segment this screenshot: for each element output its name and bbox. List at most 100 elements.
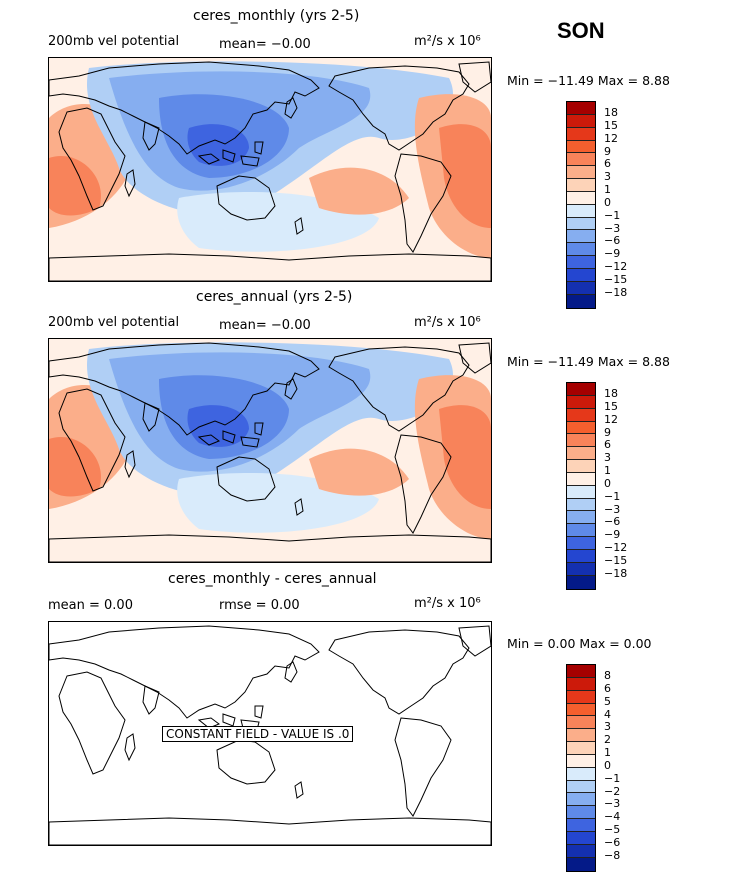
panel-3-colorbar (566, 664, 596, 872)
colorbar-tick-label: −15 (604, 272, 628, 286)
colorbar-tick-label: −2 (604, 784, 621, 798)
colorbar-tick-label: 3 (604, 451, 611, 465)
colorbar-swatch (567, 191, 595, 205)
colorbar-swatch (567, 383, 595, 396)
colorbar-swatch (567, 819, 595, 832)
colorbar-swatch (567, 421, 595, 435)
colorbar-tick-label: 0 (604, 476, 611, 490)
colorbar-tick-label: 3 (604, 720, 611, 734)
colorbar-tick-label: 15 (604, 399, 618, 413)
colorbar-swatch (567, 806, 595, 820)
colorbar-tick-label: 18 (604, 387, 618, 400)
colorbar-tick-label: 15 (604, 118, 618, 132)
colorbar-tick-label: −6 (604, 515, 621, 529)
colorbar-swatch (567, 703, 595, 717)
colorbar-tick-label: −8 (604, 848, 621, 862)
colorbar-swatch (567, 460, 595, 473)
panel-3-units: m²/s x 10⁶ (414, 596, 481, 611)
colorbar-swatch (567, 729, 595, 743)
colorbar-tick-label: 9 (604, 425, 611, 439)
panel-3-colorbar-ticks: 8 6 5 4 3 2 1 0 −1 −2 −3 −4 −5 −6 −8 (604, 669, 621, 863)
colorbar-swatch (567, 742, 595, 755)
panel-1-colorbar-ticks: 18 15 12 9 6 3 1 0 −1 −3 −6 −9 −12 −15 −18 (604, 106, 628, 300)
colorbar-swatch (567, 780, 595, 794)
panel-2-title: ceres_annual (yrs 2-5) (196, 289, 353, 305)
colorbar-tick-label: 2 (604, 733, 611, 747)
colorbar-swatch (567, 114, 595, 128)
colorbar-swatch (567, 127, 595, 141)
colorbar-swatch (567, 447, 595, 461)
colorbar-tick-label: 0 (604, 758, 611, 772)
colorbar-swatch (567, 166, 595, 180)
panel-3-mean-label: mean = 0.00 (48, 598, 133, 613)
colorbar-swatch (567, 754, 595, 768)
colorbar-swatch (567, 677, 595, 691)
colorbar-swatch (567, 140, 595, 154)
colorbar-tick-label: 1 (604, 746, 611, 760)
colorbar-tick-label: −5 (604, 823, 621, 837)
colorbar-tick-label: −1 (604, 208, 621, 222)
colorbar-swatch (567, 793, 595, 807)
colorbar-tick-label: −18 (604, 566, 628, 580)
colorbar-tick-label: 4 (604, 707, 611, 721)
colorbar-tick-label: −3 (604, 502, 621, 516)
colorbar-tick-label: 1 (604, 183, 611, 197)
colorbar-swatch (567, 767, 595, 781)
colorbar-swatch (567, 179, 595, 192)
colorbar-tick-label: −12 (604, 260, 628, 274)
colorbar-tick-label: 6 (604, 438, 611, 452)
panel-1-map (48, 57, 492, 282)
panel-2-minmax: Min = −11.49 Max = 8.88 (507, 354, 670, 369)
colorbar-swatch (567, 549, 595, 563)
colorbar-swatch (567, 498, 595, 512)
panel-2-mean-label: mean= −0.00 (219, 318, 311, 333)
colorbar-swatch (567, 524, 595, 538)
colorbar-swatch (567, 562, 595, 576)
panel-1-minmax: Min = −11.49 Max = 8.88 (507, 73, 670, 88)
panel-2-colorbar-ticks: 18 15 12 9 6 3 1 0 −1 −3 −6 −9 −12 −15 −18 (604, 387, 628, 581)
colorbar-tick-label: 8 (604, 669, 611, 682)
colorbar-swatch (567, 485, 595, 499)
colorbar-tick-label: 3 (604, 170, 611, 184)
colorbar-swatch (567, 395, 595, 409)
colorbar-swatch (567, 690, 595, 704)
panel-2-field-label: 200mb vel potential (48, 315, 180, 330)
colorbar-tick-label: −1 (604, 771, 621, 785)
colorbar-tick-label: 6 (604, 157, 611, 171)
colorbar-swatch (567, 857, 595, 871)
colorbar-swatch (567, 844, 595, 858)
colorbar-swatch (567, 511, 595, 525)
colorbar-tick-label: 12 (604, 131, 618, 145)
colorbar-swatch (567, 537, 595, 550)
colorbar-swatch (567, 575, 595, 589)
panel-2-map (48, 338, 492, 563)
panel-1-field-label: 200mb vel potential (48, 34, 180, 49)
colorbar-swatch (567, 153, 595, 167)
constant-field-label: CONSTANT FIELD - VALUE IS .0 (162, 726, 354, 742)
colorbar-tick-label: 18 (604, 106, 618, 119)
panel-1-title: ceres_monthly (yrs 2-5) (193, 8, 360, 24)
colorbar-tick-label: −6 (604, 835, 621, 849)
panel-1-units: m²/s x 10⁶ (414, 34, 481, 49)
colorbar-tick-label: −15 (604, 553, 628, 567)
colorbar-swatch (567, 256, 595, 269)
season-label: SON (557, 18, 605, 43)
colorbar-swatch (567, 204, 595, 218)
colorbar-tick-label: −12 (604, 541, 628, 555)
panel-3-rmse-label: rmse = 0.00 (219, 598, 300, 613)
panel-2-units: m²/s x 10⁶ (414, 315, 481, 330)
colorbar-swatch (567, 230, 595, 244)
panel-2-colorbar (566, 382, 596, 590)
colorbar-swatch (567, 434, 595, 448)
colorbar-tick-label: −9 (604, 528, 621, 542)
colorbar-swatch (567, 408, 595, 422)
colorbar-tick-label: 12 (604, 412, 618, 426)
colorbar-swatch (567, 716, 595, 730)
colorbar-tick-label: −3 (604, 221, 621, 235)
colorbar-tick-label: 6 (604, 681, 611, 695)
colorbar-tick-label: −3 (604, 797, 621, 811)
colorbar-swatch (567, 294, 595, 308)
panel-1-colorbar (566, 101, 596, 309)
colorbar-tick-label: −18 (604, 285, 628, 299)
colorbar-tick-label: 1 (604, 464, 611, 478)
